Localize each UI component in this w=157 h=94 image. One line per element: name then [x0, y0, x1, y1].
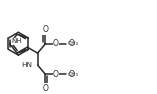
Text: NH: NH — [12, 38, 22, 44]
Text: HN: HN — [22, 62, 33, 68]
Text: O: O — [53, 70, 59, 79]
Text: O: O — [53, 39, 59, 49]
Text: O: O — [42, 84, 48, 93]
Text: CH₃: CH₃ — [68, 41, 79, 46]
Text: CH₃: CH₃ — [68, 72, 79, 77]
Text: O: O — [42, 25, 48, 34]
Text: O: O — [69, 70, 75, 79]
Text: O: O — [69, 39, 75, 49]
